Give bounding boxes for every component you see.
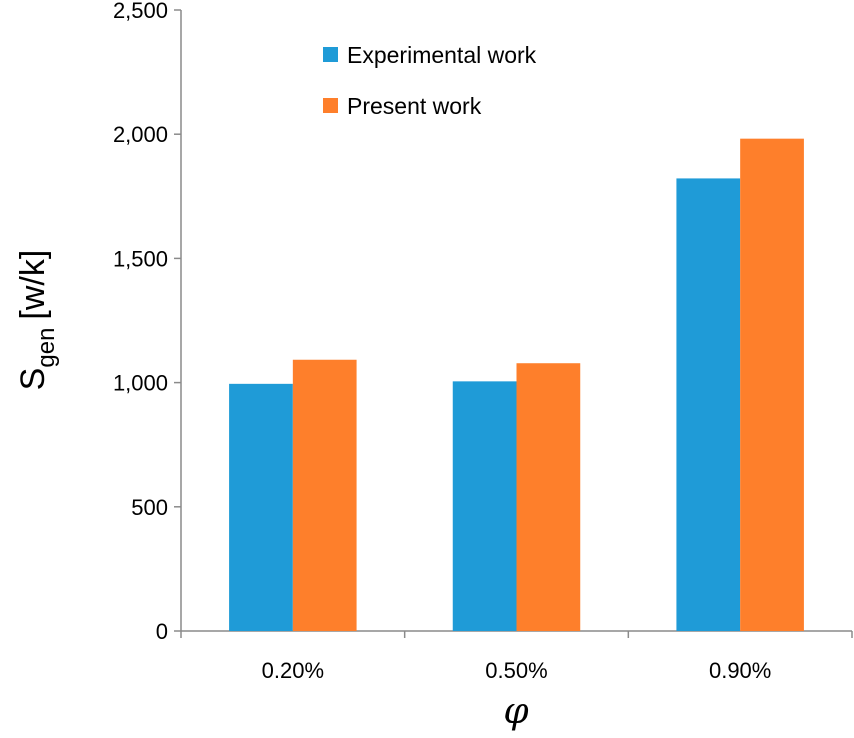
bar-present-work-2 <box>740 138 804 631</box>
bar-present-work-0 <box>292 359 357 631</box>
x-tick-label: 0.90% <box>709 658 771 683</box>
y-tick-label: 0 <box>156 619 168 644</box>
y-tick-label: 2,500 <box>113 0 168 23</box>
y-ticks: 0 500 1,000 1,500 2,000 2,500 <box>113 0 181 644</box>
y-tick-label: 1,500 <box>113 246 168 271</box>
legend-label: Present work <box>347 93 482 119</box>
bar-present-work-1 <box>516 363 581 631</box>
x-tick-label: 0.50% <box>485 658 547 683</box>
x-tick-label: 0.20% <box>262 658 324 683</box>
y-tick-label: 500 <box>131 495 168 520</box>
x-ticks: 0.20% 0.50% 0.90% <box>180 631 853 683</box>
y-tick-label: 1,000 <box>113 371 168 396</box>
bar-experimental-work-0 <box>229 383 293 631</box>
bar-experimental-work-2 <box>676 178 741 631</box>
legend: Experimental work Present work <box>323 42 537 119</box>
legend-label: Experimental work <box>347 42 537 68</box>
bars <box>229 138 804 631</box>
bar-experimental-work-1 <box>452 381 517 631</box>
x-axis-label: φ <box>503 691 529 732</box>
legend-swatch <box>323 98 338 113</box>
y-axis-label: Sgen[w/k] <box>14 250 60 391</box>
y-tick-label: 2,000 <box>113 122 168 147</box>
legend-swatch <box>323 47 338 62</box>
